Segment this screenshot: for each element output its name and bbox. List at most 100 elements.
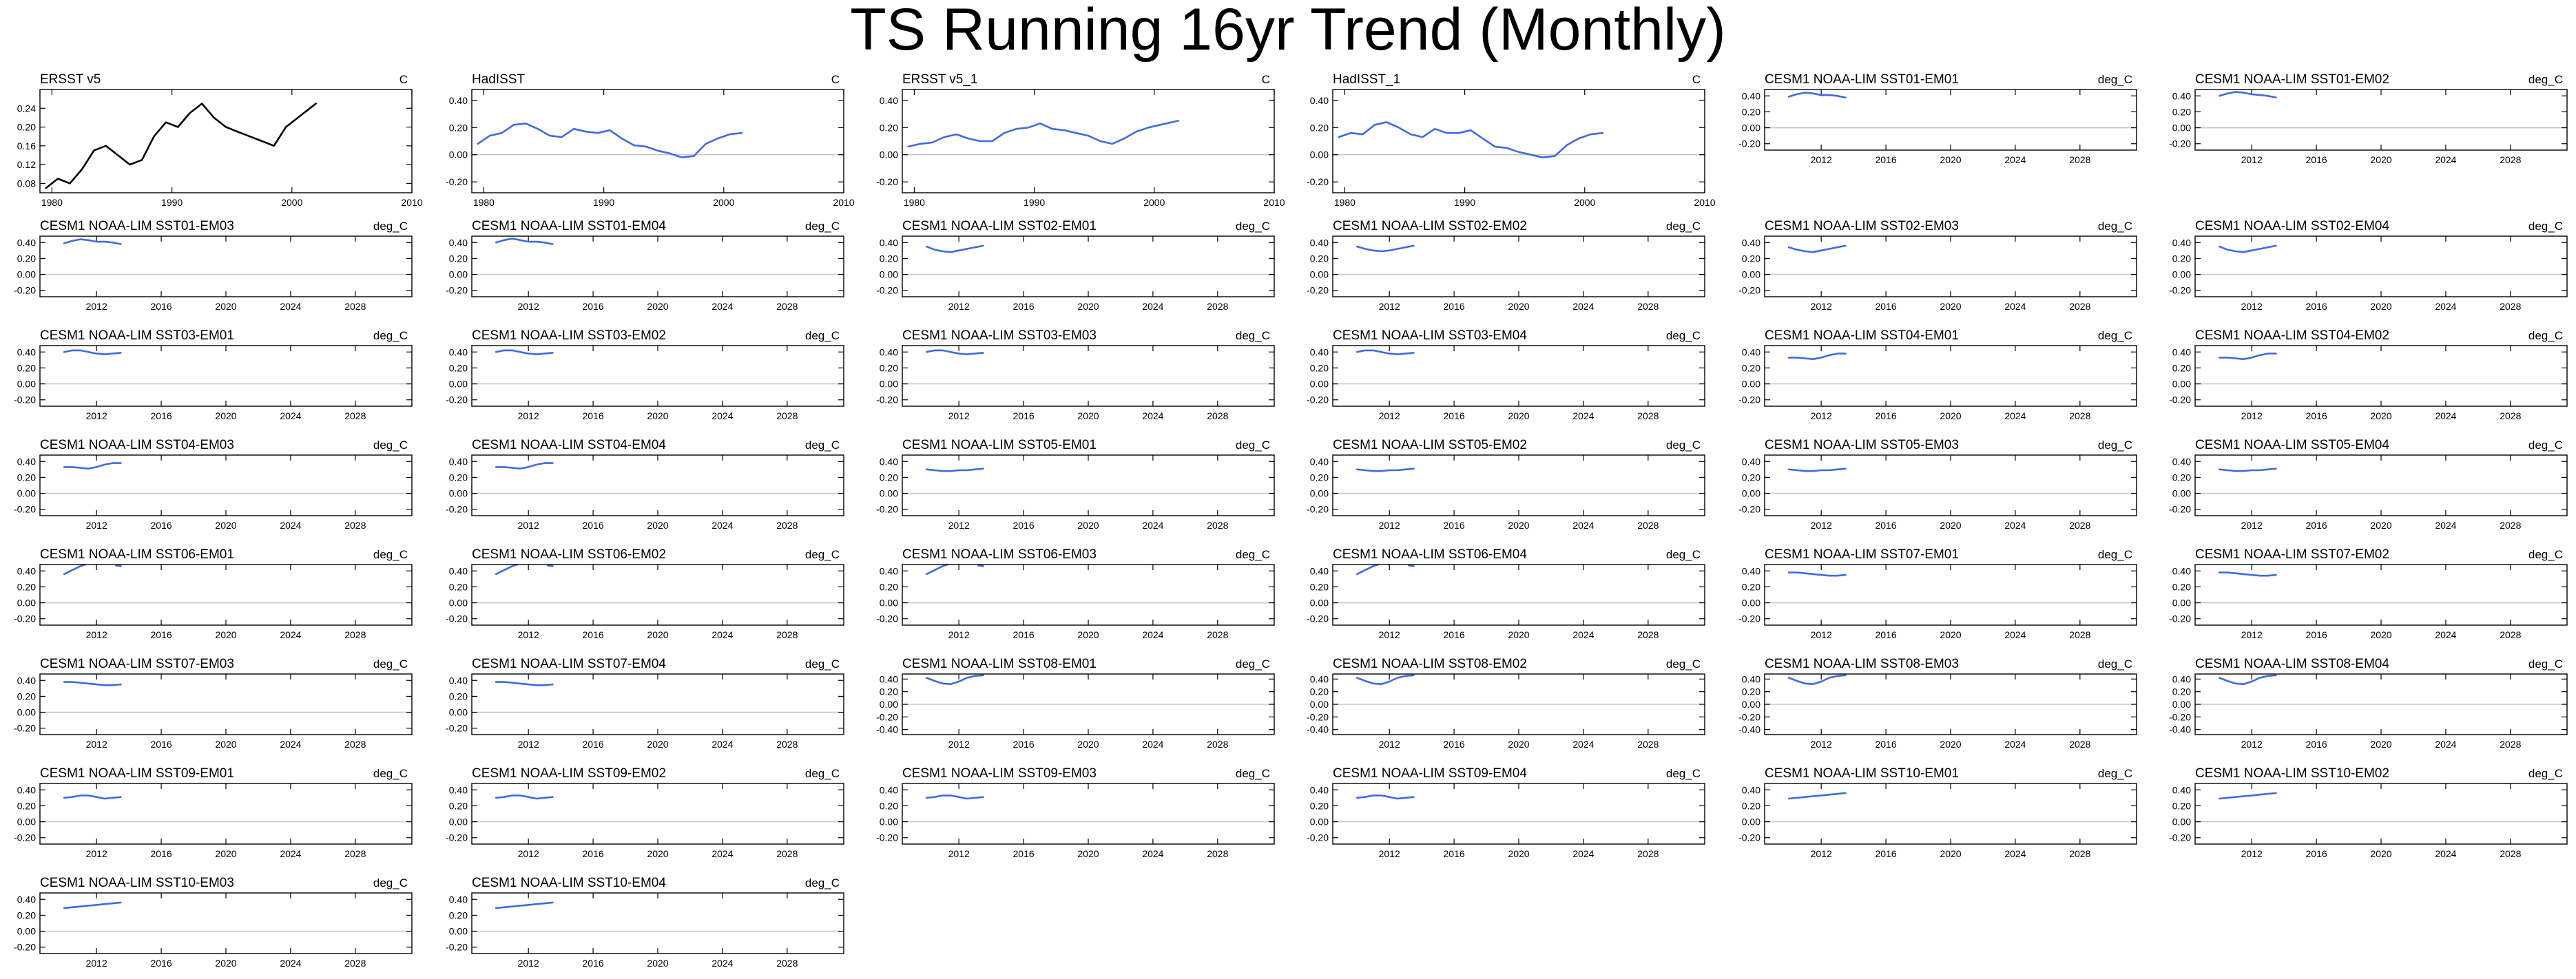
x-tick-label: 2016 <box>583 739 604 750</box>
y-tick-label: 0.00 <box>880 699 898 710</box>
y-tick-label: 0.20 <box>17 472 36 483</box>
panel-units: deg_C <box>1666 220 1701 233</box>
x-tick-label: 2016 <box>1013 739 1035 750</box>
y-tick-label: 0.20 <box>1310 581 1329 592</box>
y-tick-label: -0.20 <box>876 504 898 515</box>
plot-frame <box>1764 345 2137 407</box>
x-tick-label: 2016 <box>1444 520 1465 531</box>
x-tick-label: 2028 <box>2500 154 2521 165</box>
panel-cesm1-noaa-lim-sst03-em03: CESM1 NOAA-LIM SST03-EM03 deg_C -0.20 0.00 0… <box>876 328 1275 421</box>
panel-cesm1-noaa-lim-sst04-em02: CESM1 NOAA-LIM SST04-EM02 deg_C -0.20 0.00 0… <box>2169 328 2568 421</box>
plot-frame <box>2194 673 2568 735</box>
y-tick-label: 0.40 <box>17 346 36 357</box>
x-tick-label: 2020 <box>1508 629 1529 640</box>
x-tick-label: 2012 <box>86 958 107 969</box>
plot-frame <box>471 892 844 954</box>
panel-cesm1-noaa-lim-sst10-em02: CESM1 NOAA-LIM SST10-EM02 deg_C -0.20 0.00 0… <box>2169 766 2568 859</box>
panel-grid: ERSST v5 C 0.08 0.12 0.16 0.20 0.24 1980 1990 200… <box>14 72 2568 969</box>
x-tick-label: 2016 <box>1444 629 1465 640</box>
x-tick-label: 2016 <box>151 739 172 750</box>
x-tick-label: 2016 <box>1876 520 1897 531</box>
x-tick-label: 2016 <box>583 301 604 312</box>
plot-frame <box>471 235 844 297</box>
x-tick-label: 2024 <box>280 739 301 750</box>
y-tick-label: 0.20 <box>1310 472 1329 483</box>
x-tick-label: 2016 <box>1013 629 1035 640</box>
y-tick-label: 0.40 <box>17 894 36 905</box>
series-line <box>495 794 554 800</box>
panel-title: CESM1 NOAA-LIM SST02-EM03 <box>1765 219 1959 233</box>
plot-frame <box>1764 783 2137 845</box>
x-tick-label: 2028 <box>2500 739 2521 750</box>
panel-units: deg_C <box>2098 329 2132 342</box>
x-tick-label: 2024 <box>711 520 733 531</box>
plot-frame <box>1764 89 2137 151</box>
panel-units: C <box>1262 73 1270 86</box>
y-tick-label: 0.20 <box>880 581 898 592</box>
x-tick-label: 2012 <box>1811 739 1832 750</box>
panel-units: deg_C <box>373 329 408 342</box>
panel-cesm1-noaa-lim-sst10-em03: CESM1 NOAA-LIM SST10-EM03 deg_C -0.20 0.00 0… <box>14 876 413 969</box>
x-tick-label: 2028 <box>344 520 366 531</box>
series-line <box>1355 244 1415 253</box>
y-tick-label: -0.20 <box>876 832 898 843</box>
panel-title: CESM1 NOAA-LIM SST10-EM03 <box>40 876 234 890</box>
x-tick-label: 2020 <box>215 629 236 640</box>
y-tick-label: 0.20 <box>1310 122 1329 133</box>
x-tick-label: 1980 <box>1334 197 1355 208</box>
panel-units: C <box>1692 73 1701 86</box>
x-tick-label: 2010 <box>401 197 422 208</box>
x-tick-label: 2012 <box>518 958 539 969</box>
x-tick-label: 2020 <box>2370 520 2391 531</box>
panel-cesm1-noaa-lim-sst03-em01: CESM1 NOAA-LIM SST03-EM01 deg_C -0.20 0.00 0… <box>14 328 413 421</box>
y-tick-label: 0.00 <box>449 817 468 828</box>
series-line <box>63 462 122 470</box>
x-tick-label: 2020 <box>215 848 236 859</box>
x-tick-label: 2000 <box>1143 197 1165 208</box>
x-tick-label: 2024 <box>2004 739 2026 750</box>
x-tick-label: 2024 <box>711 848 733 859</box>
series-line <box>63 238 122 245</box>
panel-units: deg_C <box>1666 439 1701 452</box>
x-tick-label: 1990 <box>593 197 614 208</box>
series-line <box>1355 794 1415 800</box>
panel-title: CESM1 NOAA-LIM SST08-EM04 <box>2195 657 2389 671</box>
x-tick-label: 2024 <box>2004 154 2026 165</box>
y-tick-label: 0.40 <box>1310 456 1329 467</box>
x-tick-label: 2016 <box>2306 154 2327 165</box>
y-tick-label: 0.40 <box>880 95 898 106</box>
plot-frame <box>39 783 413 845</box>
x-tick-label: 1990 <box>161 197 183 208</box>
x-tick-label: 2020 <box>1940 848 1961 859</box>
panel-units: deg_C <box>373 548 408 561</box>
y-tick-label: 0.20 <box>2172 581 2191 592</box>
y-tick-label: 0.20 <box>1310 362 1329 373</box>
y-tick-label: -0.20 <box>14 723 36 734</box>
x-tick-label: 2012 <box>948 410 970 421</box>
plot-frame <box>1332 345 1705 407</box>
x-tick-label: 2024 <box>280 629 301 640</box>
y-tick-label: -0.20 <box>876 285 898 296</box>
x-tick-label: 2024 <box>2004 520 2026 531</box>
x-tick-label: 1980 <box>904 197 925 208</box>
plot-frame <box>39 235 413 297</box>
y-tick-label: -0.20 <box>1307 285 1329 296</box>
y-tick-label: 0.40 <box>17 456 36 467</box>
y-tick-label: 0.00 <box>17 488 36 499</box>
x-tick-label: 2012 <box>1811 154 1832 165</box>
y-tick-label: 0.00 <box>17 269 36 280</box>
panel-title: CESM1 NOAA-LIM SST06-EM03 <box>902 547 1097 562</box>
y-tick-label: 0.40 <box>449 456 468 467</box>
panel-title: CESM1 NOAA-LIM SST03-EM01 <box>40 328 234 343</box>
y-tick-label: 0.08 <box>17 178 36 189</box>
x-tick-label: 2016 <box>583 848 604 859</box>
y-tick-label: 0.00 <box>1742 269 1760 280</box>
x-tick-label: 2012 <box>2241 410 2263 421</box>
panel-hadisst: HadISST C -0.20 0.00 0.20 0.40 1980 1990 2000 201… <box>446 72 855 208</box>
y-tick-label: 0.40 <box>880 784 898 795</box>
x-tick-label: 2020 <box>2370 301 2391 312</box>
x-tick-label: 2012 <box>1379 629 1400 640</box>
series-line <box>63 901 122 909</box>
panel-cesm1-noaa-lim-sst02-em01: CESM1 NOAA-LIM SST02-EM01 deg_C -0.20 0.00 0… <box>876 219 1275 312</box>
y-tick-label: 0.20 <box>880 362 898 373</box>
